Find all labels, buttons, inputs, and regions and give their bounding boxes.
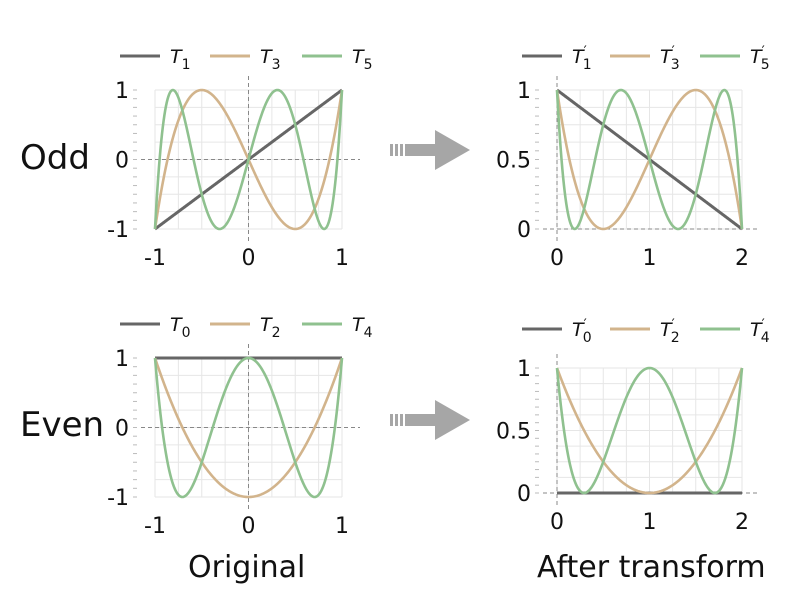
x-tick-label: -1 xyxy=(144,246,166,271)
y-tick-label: 0.5 xyxy=(496,420,531,445)
series-line-T2 xyxy=(153,357,344,499)
x-tick-label: 2 xyxy=(735,246,749,271)
series-line-T4 xyxy=(153,356,344,499)
y-tick-label: 1 xyxy=(115,79,129,104)
x-tick-label: 0 xyxy=(550,510,564,535)
chart-even-original: -1 0 1 -1 0 1 T0 T2 T4 xyxy=(107,314,373,539)
y-tick-label: 0.5 xyxy=(496,149,531,174)
x-tick-label: 1 xyxy=(335,246,349,271)
zero-axes xyxy=(543,76,760,241)
legend-label: T′ 1 xyxy=(572,44,592,73)
legend-label: T′ 5 xyxy=(750,44,770,73)
y-tick-label: 1 xyxy=(517,79,531,104)
y-tick-label: 0 xyxy=(517,482,531,507)
legend-label: T1 xyxy=(170,46,191,73)
arrow-shaft xyxy=(405,414,437,426)
x-tick-label: 0 xyxy=(242,514,256,539)
series-line-T5 xyxy=(153,88,344,231)
x-tick-label: 1 xyxy=(643,510,657,535)
legend-label: T′ 3 xyxy=(660,44,680,73)
y-tick-label: 0 xyxy=(517,218,531,243)
legend-label: T3 xyxy=(260,46,281,73)
arrow-tail-stripe xyxy=(395,144,398,156)
caption-after-transform: After transform xyxy=(537,550,766,585)
arrow-head xyxy=(435,400,470,440)
legend-label: T′ 2 xyxy=(660,317,680,346)
legend-label: T0 xyxy=(170,314,191,341)
zero-axes xyxy=(141,76,360,241)
arrow-tail-stripe xyxy=(395,414,398,426)
arrow-tail-stripe xyxy=(400,414,403,426)
legend-label: T′ 0 xyxy=(572,317,592,346)
legend-label: T′ 4 xyxy=(750,317,770,346)
y-tick-label: -1 xyxy=(107,486,129,511)
legend-label: T2 xyxy=(260,314,281,341)
arrow-tail-stripe xyxy=(400,144,403,156)
x-tick-label: 2 xyxy=(735,510,749,535)
caption-original: Original xyxy=(188,550,306,585)
chart-odd-original: -1 0 1 -1 0 1 T1 T3 T5 xyxy=(107,46,372,271)
legend-label: T4 xyxy=(352,314,373,341)
row-label-odd: Odd xyxy=(20,138,90,178)
series-line-Tp2 xyxy=(555,367,744,495)
row-label-even: Even xyxy=(20,405,105,445)
y-tick-label: 0 xyxy=(115,149,129,174)
y-tick-label: 1 xyxy=(517,357,531,382)
x-tick-label: 1 xyxy=(335,514,349,539)
arrow-tail-stripe xyxy=(390,414,393,426)
y-tick-label: 0 xyxy=(115,417,129,442)
chart-even-transformed: 0 1 2 0 0.5 1 T′ 0 T′ 2 T′ 4 xyxy=(496,317,770,535)
legend-label: T5 xyxy=(352,46,373,73)
y-tick-label: 1 xyxy=(115,347,129,372)
series-line-Tp4 xyxy=(555,366,744,495)
series-line-Tp5 xyxy=(555,88,744,231)
transform-arrow-icon xyxy=(390,400,470,440)
zero-axes xyxy=(141,344,360,509)
x-tick-label: 0 xyxy=(242,246,256,271)
y-tick-label: -1 xyxy=(107,218,129,243)
arrow-head xyxy=(435,130,470,170)
arrow-shaft xyxy=(405,144,437,156)
arrow-tail-stripe xyxy=(390,144,393,156)
x-tick-label: 1 xyxy=(643,246,657,271)
transform-arrow-icon xyxy=(390,130,470,170)
chart-odd-transformed: 0 1 2 0 0.5 1 T′ 1 T′ 3 T′ 5 xyxy=(496,44,770,271)
x-tick-label: 0 xyxy=(550,246,564,271)
x-tick-label: -1 xyxy=(144,514,166,539)
